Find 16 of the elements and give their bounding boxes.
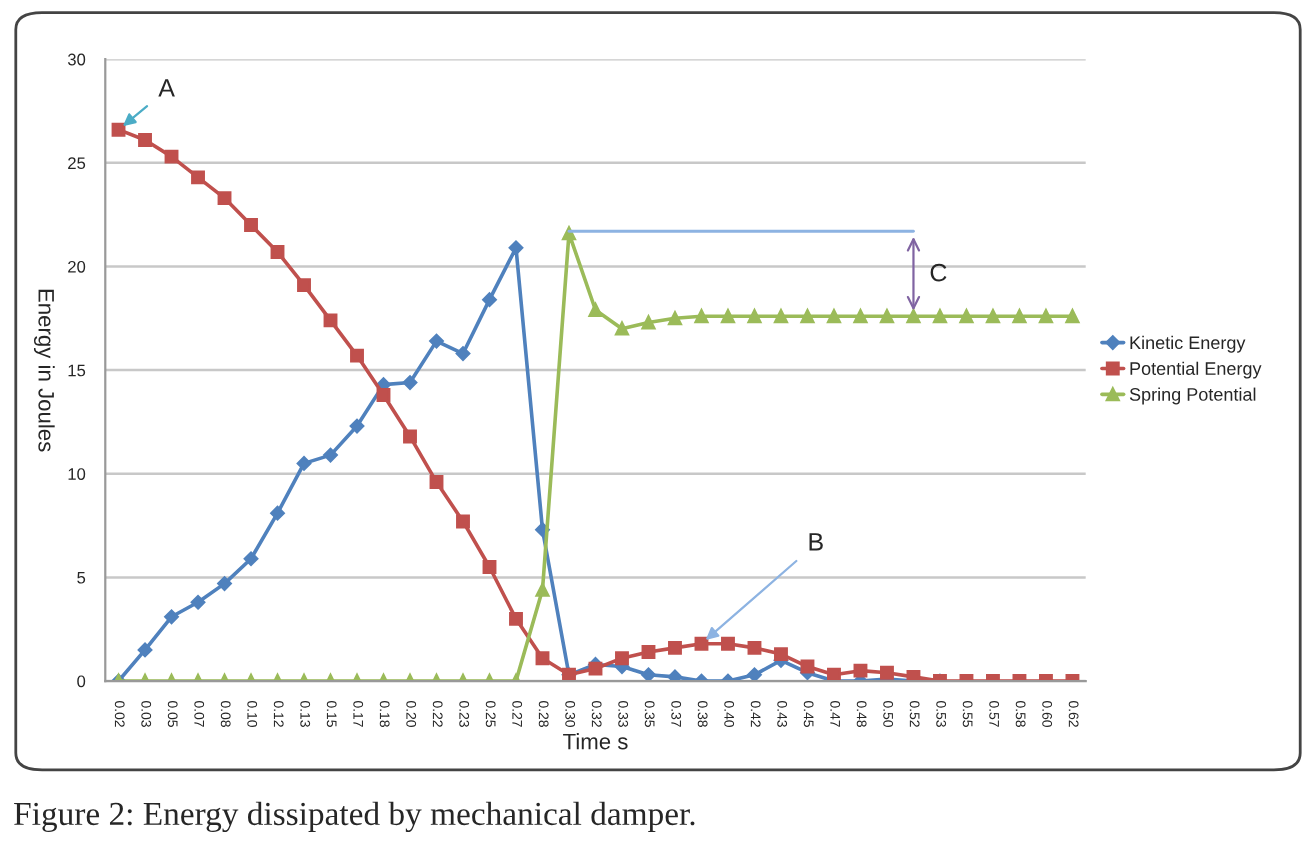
y-tick-label: 15: [68, 364, 86, 377]
y-tick-label: 10: [68, 468, 86, 480]
y-axis-title: Energy in Joules: [33, 289, 55, 452]
y-tick-label: 30: [67, 53, 86, 66]
annotation: A: [158, 79, 175, 97]
y-tick-label: 0: [77, 675, 86, 688]
y-tick-label: 25: [68, 157, 86, 170]
annotation: B: [809, 533, 823, 551]
x-axis-title: Time s: [563, 733, 628, 750]
legend-label: Potential Energy: [1130, 361, 1262, 379]
legend-label: Kinetic Energy: [1130, 335, 1246, 353]
y-tick-label: 5: [77, 571, 86, 584]
y-tick-label: 20: [68, 260, 86, 273]
annotation: C: [930, 263, 947, 282]
caption: Figure 2: Energy dissipated by mechanical damper.: [14, 801, 695, 833]
legend-label: Spring Potential: [1129, 387, 1256, 405]
